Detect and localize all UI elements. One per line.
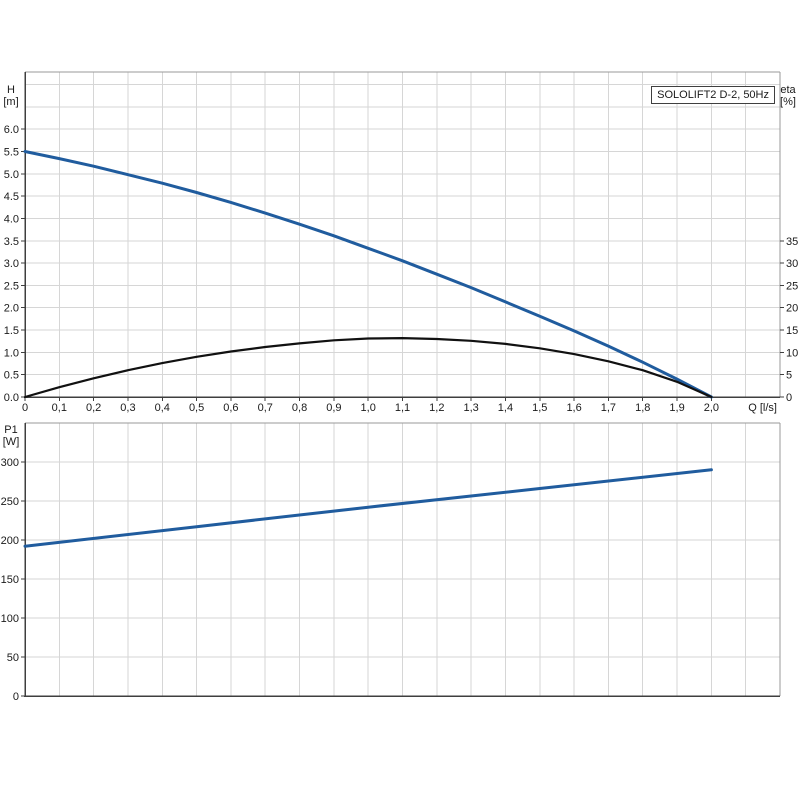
x-tick-label: 0,9 — [326, 402, 341, 414]
p1-axis-symbol: P1 — [4, 424, 18, 436]
y-right-tick-label: 35 — [786, 236, 798, 248]
y-left-tick-label: 4.0 — [4, 213, 19, 225]
h-axis-unit: [m] — [3, 96, 19, 108]
x-axis-label: Q [l/s] — [748, 402, 777, 414]
x-tick-label: 0,7 — [258, 402, 273, 414]
y-right-tick-label: 20 — [786, 303, 798, 315]
p1-axis-unit: [W] — [2, 436, 20, 448]
x-tick-label: 0 — [22, 402, 28, 414]
x-tick-label: 1,1 — [395, 402, 410, 414]
y-right-tick-label: 5 — [786, 370, 792, 382]
eta-axis-unit: [%] — [780, 96, 796, 108]
h-axis-unit-label: H [m] — [0, 84, 22, 108]
y-right-tick-label: 25 — [786, 280, 798, 292]
y-left-tick-label: 1.0 — [4, 347, 19, 359]
y-left-tick-label: 100 — [1, 613, 19, 625]
eta-axis-symbol: eta — [780, 84, 796, 96]
y-left-tick-label: 5.0 — [4, 169, 19, 181]
x-tick-label: 0,1 — [52, 402, 67, 414]
y-left-tick-label: 200 — [1, 535, 19, 547]
x-tick-label: 1,3 — [463, 402, 478, 414]
head-curve — [23, 150, 713, 399]
y-right-tick-label: 10 — [786, 347, 798, 359]
y-left-tick-label: 50 — [7, 652, 19, 664]
x-tick-label: 1,5 — [532, 402, 547, 414]
x-tick-label: 1,7 — [601, 402, 616, 414]
y-left-tick-label: 150 — [1, 574, 19, 586]
y-left-tick-label: 300 — [1, 457, 19, 469]
h-axis-symbol: H — [7, 84, 15, 96]
x-tick-label: 1,2 — [429, 402, 444, 414]
y-left-tick-label: 5.5 — [4, 146, 19, 158]
y-left-tick-label: 0.0 — [4, 392, 19, 404]
eta-axis-unit-label: eta [%] — [776, 84, 800, 108]
x-tick-label: 0,6 — [223, 402, 238, 414]
y-right-tick-label: 30 — [786, 258, 798, 270]
y-left-tick-label: 3.5 — [4, 236, 19, 248]
x-tick-label: 1,0 — [361, 402, 376, 414]
y-left-tick-label: 1.5 — [4, 325, 19, 337]
y-left-tick-label: 6.0 — [4, 124, 19, 136]
efficiency-curve — [23, 337, 713, 399]
y-left-tick-label: 2.5 — [4, 280, 19, 292]
x-tick-label: 0,8 — [292, 402, 307, 414]
x-tick-label: 0,2 — [86, 402, 101, 414]
y-left-tick-label: 250 — [1, 496, 19, 508]
x-tick-label: 0,3 — [120, 402, 135, 414]
x-tick-label: 1,8 — [635, 402, 650, 414]
head-efficiency-chart: 0.0 0.5 1.0 1.5 2.0 2.5 3.0 3.5 4.0 4.5 5.0 5.5 6.0 0… — [4, 71, 798, 414]
y-left-tick-label: 3.0 — [4, 258, 19, 270]
p1-axis-unit-label: P1 [W] — [0, 424, 22, 448]
x-tick-label: 2,0 — [704, 402, 719, 414]
y-left-tick-label: 0 — [13, 691, 19, 703]
y-left-tick-label: 2.0 — [4, 303, 19, 315]
y-right-tick-label: 15 — [786, 325, 798, 337]
curve-title-box: SOLOLIFT2 D-2, 50Hz — [651, 86, 775, 104]
x-tick-label: 0,5 — [189, 402, 204, 414]
y-left-tick-label: 0.5 — [4, 370, 19, 382]
y-right-tick-label: 0 — [786, 392, 792, 404]
power-chart: 0 50 100 150 200 250 300 — [1, 422, 781, 703]
x-tick-label: 1,4 — [498, 402, 513, 414]
x-tick-label: 1,6 — [566, 402, 581, 414]
x-tick-label: 0,4 — [155, 402, 170, 414]
x-tick-label: 1,9 — [669, 402, 684, 414]
y-left-tick-label: 4.5 — [4, 191, 19, 203]
power-curve — [23, 468, 713, 548]
